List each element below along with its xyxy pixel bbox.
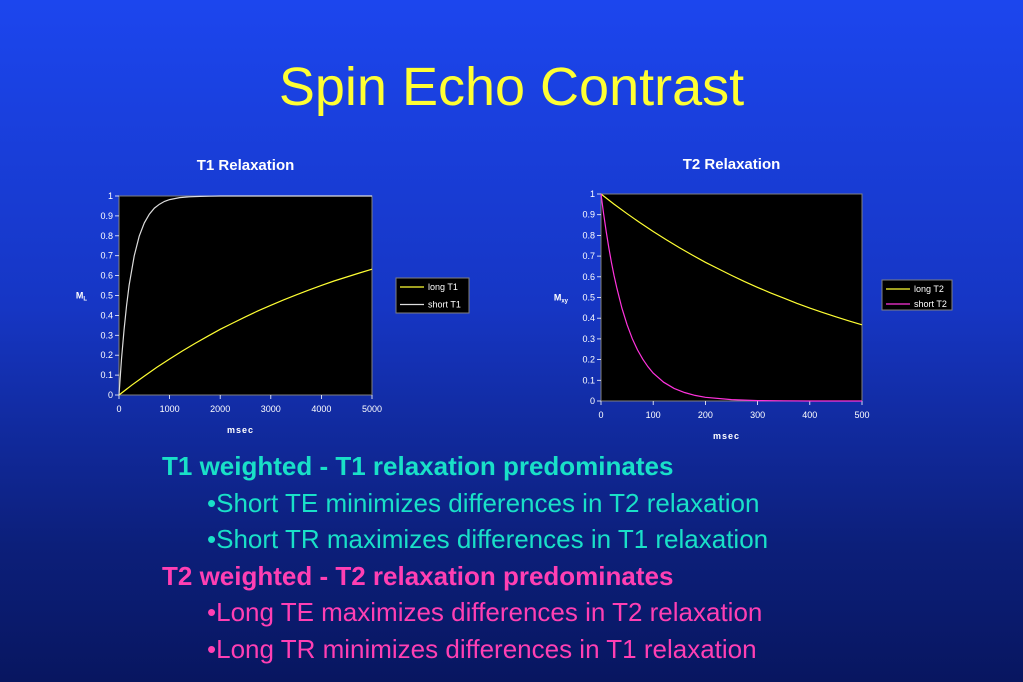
plot-area [118, 195, 373, 396]
chart-title: T1 Relaxation [197, 157, 295, 174]
t2-bullet-long-te: •Long TE maximizes differences in T2 rel… [207, 597, 763, 627]
y-tick-label: 0.1 [582, 375, 595, 385]
y-tick-label: 0.5 [582, 293, 595, 303]
y-tick-label: 0.7 [582, 251, 595, 261]
y-tick-label: 0 [108, 390, 113, 400]
series-line-0 [118, 268, 373, 396]
y-tick-label: 0.3 [582, 334, 595, 344]
legend-entry: long T2 [914, 284, 944, 294]
legend-entry: short T2 [914, 299, 947, 309]
y-tick-label: 0.9 [582, 210, 595, 220]
y-tick-label: 0.9 [100, 211, 113, 221]
chart-title: T2 Relaxation [683, 156, 781, 173]
plot-area [600, 193, 863, 402]
y-tick-label: 0 [590, 396, 595, 406]
legend-entry: long T1 [428, 282, 458, 292]
y-tick-label: 1 [108, 191, 113, 201]
y-tick-label: 0.4 [582, 313, 595, 323]
y-tick-label: 0.1 [100, 370, 113, 380]
legend-entry: short T1 [428, 300, 461, 310]
slide-title: Spin Echo Contrast [278, 57, 745, 117]
x-axis-label: msec [227, 425, 254, 435]
chart-1: T1 Relaxation 0 0.1 0.2 0.3 0.4 0.5 0.6 0.7 0.8 0.… [76, 157, 470, 435]
y-tick-label: 0.7 [100, 251, 113, 261]
x-axis-label: msec [713, 431, 740, 441]
x-tick-label: 2000 [210, 404, 230, 414]
series-line-1 [600, 193, 862, 402]
x-tick-label: 0 [116, 404, 121, 414]
y-tick-label: 0.4 [100, 310, 113, 320]
x-tick-label: 200 [698, 410, 713, 420]
y-tick-label: 0.5 [100, 291, 113, 301]
legend [881, 279, 953, 311]
bullet-list: T1 weighted - T1 relaxation predominates… [162, 448, 1002, 667]
series-line-1 [118, 195, 372, 396]
y-axis-label: ML [76, 291, 88, 303]
y-tick-label: 1 [590, 189, 595, 199]
x-tick-label: 4000 [311, 404, 331, 414]
y-tick-label: 0.2 [582, 355, 595, 365]
x-tick-label: 0 [598, 410, 603, 420]
x-tick-label: 5000 [362, 404, 382, 414]
chart-2: T2 Relaxation 0 0.1 0.2 0.3 0.4 0.5 0.6 0.7 0.8 0.… [554, 156, 953, 441]
t1-bullet-short-tr: •Short TR maximizes differences in T1 re… [207, 524, 769, 554]
y-tick-label: 0.2 [100, 350, 113, 360]
y-tick-label: 0.3 [100, 330, 113, 340]
y-tick-label: 0.6 [582, 272, 595, 282]
y-tick-label: 0.8 [582, 230, 595, 240]
y-tick-label: 0.6 [100, 271, 113, 281]
x-tick-label: 3000 [261, 404, 281, 414]
x-tick-label: 300 [750, 410, 765, 420]
t1-bullet-short-te: •Short TE minimizes differences in T2 re… [207, 487, 760, 518]
y-axis-label: Mxy [554, 293, 569, 305]
legend [395, 277, 470, 314]
x-tick-label: 100 [646, 410, 661, 420]
t2-heading: T2 weighted - T2 relaxation predominates [162, 560, 674, 591]
x-tick-label: 1000 [160, 404, 180, 414]
t2-bullet-long-tr: •Long TR minimizes differences in T1 rel… [207, 633, 757, 664]
series-line-0 [600, 193, 863, 326]
y-tick-label: 0.8 [100, 231, 113, 241]
x-tick-label: 500 [854, 410, 869, 420]
x-tick-label: 400 [802, 410, 817, 420]
t1-heading: T1 weighted - T1 relaxation predominates [162, 451, 674, 481]
